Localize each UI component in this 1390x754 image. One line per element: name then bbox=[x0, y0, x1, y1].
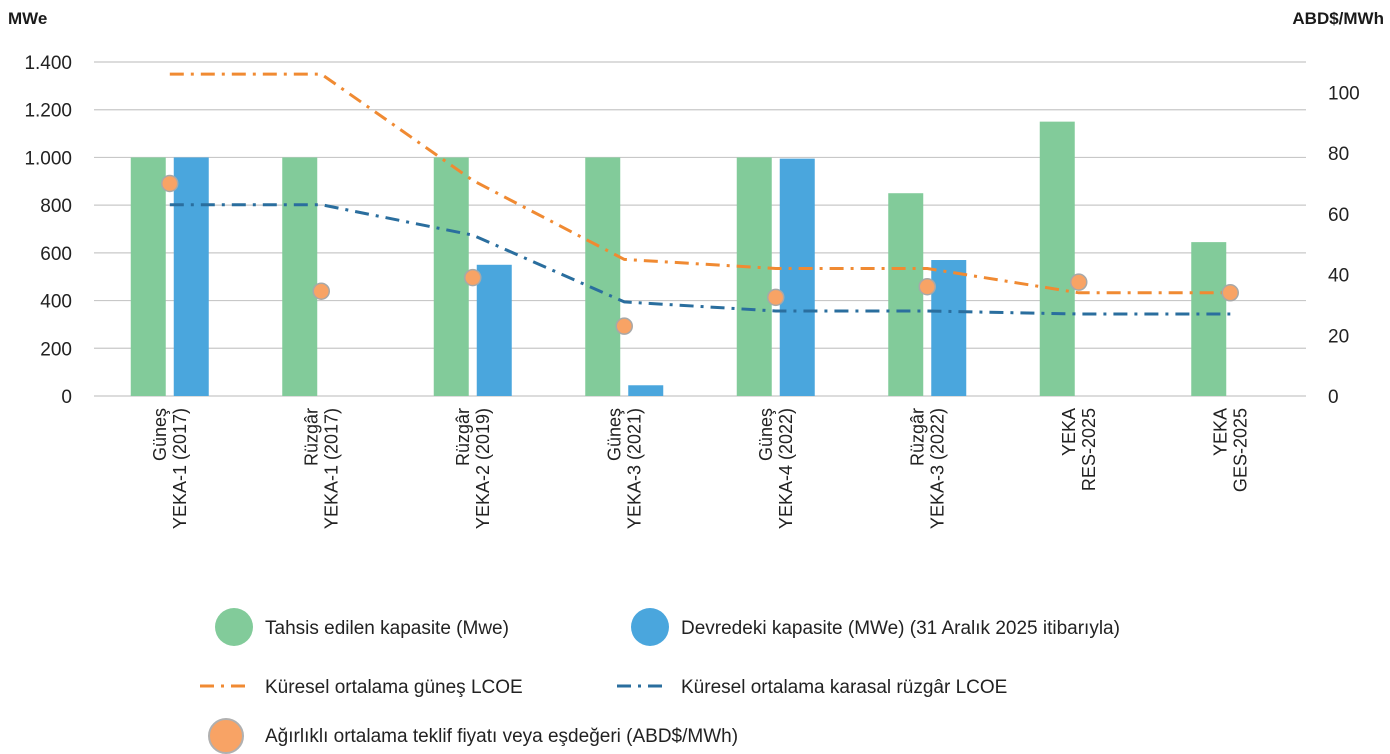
category-label-line1: Rüzgâr bbox=[907, 408, 927, 466]
legend-swatch-operational bbox=[631, 608, 669, 646]
point-bid-price bbox=[312, 282, 330, 300]
left-tick-label: 400 bbox=[40, 292, 72, 313]
category-labels: Güneş YEKA-1 (2017) Rüzgâr YEKA-1 (2017) Rüz… bbox=[150, 408, 1251, 529]
right-axis-title: ABD$/MWh bbox=[1292, 9, 1384, 28]
right-tick-label: 0 bbox=[1328, 387, 1339, 408]
right-tick-label: 60 bbox=[1328, 205, 1349, 226]
category-label-line2: YEKA-4 (2022) bbox=[776, 408, 796, 529]
right-tick-label: 40 bbox=[1328, 266, 1349, 287]
legend: Tahsis edilen kapasite (Mwe) Devredeki k… bbox=[200, 608, 1120, 754]
category-label-line1: Güneş bbox=[756, 408, 776, 461]
legend-label-wind-lcoe: Küresel ortalama karasal rüzgâr LCOE bbox=[681, 677, 1007, 698]
category-label-line1: Rüzgâr bbox=[453, 408, 473, 466]
bar-operational bbox=[628, 385, 664, 396]
left-tick-label: 0 bbox=[61, 387, 72, 408]
point-bid-price bbox=[161, 174, 179, 193]
point-bid-price bbox=[1221, 284, 1239, 302]
left-tick-label: 600 bbox=[40, 244, 72, 265]
point-bid-price bbox=[464, 268, 482, 287]
legend-label-operational: Devredeki kapasite (MWe) (31 Aralık 2025… bbox=[681, 618, 1120, 639]
category-label-line2: YEKA-3 (2021) bbox=[624, 408, 644, 529]
category-label-line1: Rüzgâr bbox=[301, 408, 321, 466]
bar-allocated bbox=[1191, 242, 1227, 396]
bar-operational bbox=[931, 260, 967, 396]
category-label-line2: YEKA-1 (2017) bbox=[170, 408, 190, 529]
left-tick-label: 1.000 bbox=[24, 148, 72, 169]
left-tick-label: 200 bbox=[40, 339, 72, 360]
legend-label-allocated: Tahsis edilen kapasite (Mwe) bbox=[265, 618, 509, 639]
bar-allocated bbox=[282, 157, 318, 396]
category-label-line2: YEKA-1 (2017) bbox=[321, 408, 341, 529]
line-wind-lcoe bbox=[169, 203, 1231, 316]
bar-operational bbox=[476, 264, 512, 396]
point-bid-price bbox=[1070, 273, 1088, 291]
lines bbox=[169, 72, 1231, 316]
category-label-line1: Güneş bbox=[604, 408, 624, 461]
gridlines bbox=[94, 61, 1306, 397]
bar-operational bbox=[779, 158, 815, 396]
right-tick-label: 100 bbox=[1328, 83, 1360, 104]
right-tick-label: 80 bbox=[1328, 144, 1349, 165]
right-tick-label: 20 bbox=[1328, 326, 1349, 347]
bar-allocated bbox=[433, 157, 469, 396]
left-tick-label: 1.400 bbox=[24, 53, 72, 74]
bar-allocated bbox=[130, 157, 166, 396]
tick-labels: 0 200 400 600 800 1.000 1.200 1.400 0 20 40 60 80 100 bbox=[24, 53, 1359, 408]
left-tick-label: 800 bbox=[40, 196, 72, 217]
bar-allocated bbox=[888, 193, 924, 396]
line-solar-lcoe bbox=[169, 72, 1231, 295]
point-bid-price bbox=[918, 277, 936, 296]
bar-allocated bbox=[736, 157, 772, 396]
category-label-line2: GES-2025 bbox=[1230, 408, 1250, 492]
bar-allocated bbox=[1039, 121, 1075, 397]
left-axis-title: MWe bbox=[8, 9, 47, 28]
category-label-line2: RES-2025 bbox=[1079, 408, 1099, 491]
category-label-line1: YEKA bbox=[1059, 408, 1079, 456]
legend-label-bid-price: Ağırlıklı ortalama teklif fiyatı veya eş… bbox=[265, 726, 738, 747]
category-label-line2: YEKA-3 (2022) bbox=[927, 408, 947, 529]
category-label-line2: YEKA-2 (2019) bbox=[473, 408, 493, 529]
legend-label-solar-lcoe: Küresel ortalama güneş LCOE bbox=[265, 677, 523, 698]
legend-swatch-allocated bbox=[215, 608, 253, 646]
bar-operational bbox=[173, 157, 209, 396]
left-tick-label: 1.200 bbox=[24, 101, 72, 122]
point-bid-price bbox=[767, 288, 785, 307]
category-label-line1: YEKA bbox=[1210, 408, 1230, 456]
legend-swatch-bid-price bbox=[208, 718, 244, 754]
point-bid-price bbox=[615, 317, 633, 335]
category-label-line1: Güneş bbox=[150, 408, 170, 461]
bar-allocated bbox=[585, 157, 621, 396]
points bbox=[161, 174, 1239, 335]
bars bbox=[130, 121, 1227, 397]
